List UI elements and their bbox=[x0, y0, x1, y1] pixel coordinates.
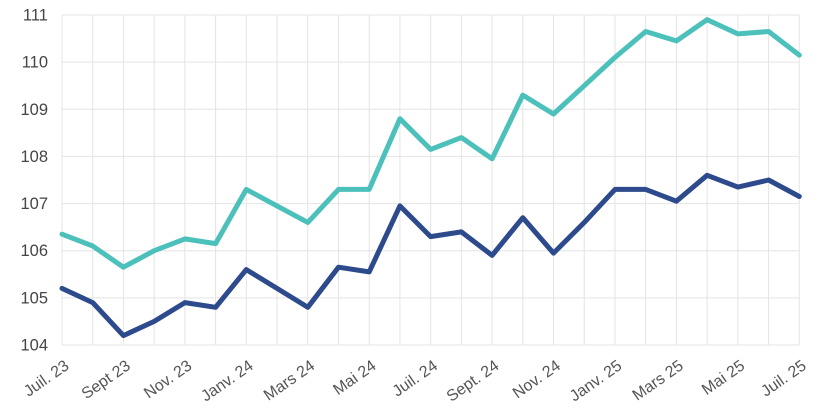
x-axis-tick-label: Juil. 25 bbox=[758, 357, 809, 400]
x-axis-tick-label: Sept 23 bbox=[79, 357, 134, 403]
y-axis-tick-label: 111 bbox=[23, 7, 48, 25]
x-axis-tick-label: Nov. 24 bbox=[510, 357, 564, 402]
x-axis-tick-label: Mai 24 bbox=[330, 357, 379, 399]
x-axis-tick-label: Mai 25 bbox=[699, 357, 748, 399]
y-axis-tick-label: 109 bbox=[20, 101, 48, 119]
x-axis-tick-label: Janv. 25 bbox=[567, 357, 625, 405]
x-axis-tick-label: Mars 24 bbox=[261, 357, 318, 404]
y-axis-tick-label: 104 bbox=[20, 337, 48, 355]
x-axis-tick-label: Sept. 24 bbox=[444, 357, 503, 405]
y-axis-tick-label: 110 bbox=[22, 54, 48, 72]
y-axis-tick-label: 108 bbox=[20, 148, 48, 166]
y-axis-tick-label: 106 bbox=[20, 242, 48, 260]
x-axis-tick-label: Janv. 24 bbox=[198, 357, 256, 405]
series-navy-line bbox=[59, 172, 802, 339]
series-teal-line bbox=[59, 17, 802, 270]
y-axis-tick-label: 105 bbox=[20, 289, 48, 307]
x-axis-tick-label: Mars 25 bbox=[630, 357, 687, 404]
y-axis-tick-label: 107 bbox=[20, 195, 48, 213]
x-axis-tick-label: Juil. 23 bbox=[21, 357, 72, 400]
x-axis-tick-label: Nov. 23 bbox=[141, 357, 195, 402]
x-axis-tick-label: Juil. 24 bbox=[390, 357, 441, 400]
